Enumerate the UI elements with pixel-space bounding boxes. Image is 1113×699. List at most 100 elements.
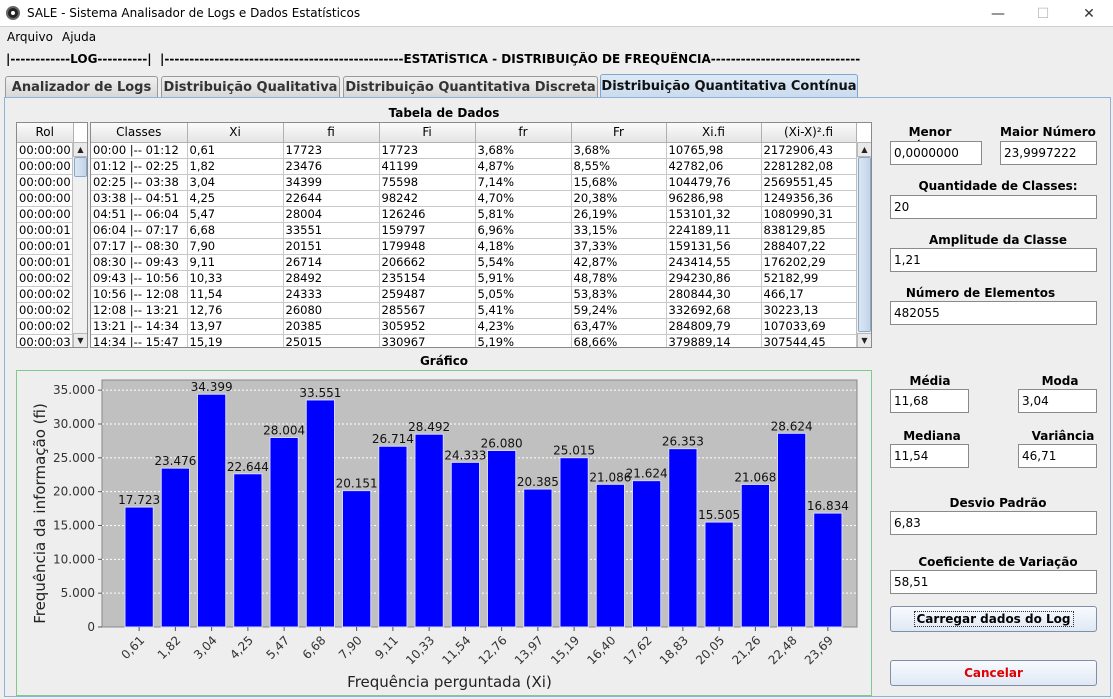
table-cell[interactable]: 98242 [379,190,476,207]
rol-cell[interactable]: 00:00:02 [17,270,74,287]
amplitude-field[interactable]: 1,21 [890,248,1097,272]
column-header[interactable]: Classes [91,123,188,143]
table-cell[interactable]: 08:30 |-- 09:43 [91,254,188,271]
table-cell[interactable]: 330967 [379,334,476,347]
table-cell[interactable]: 159797 [379,222,476,239]
table-cell[interactable]: 10765,98 [666,142,762,159]
table-cell[interactable]: 2569551,45 [761,174,857,191]
column-header[interactable]: (Xi-X)².fi [761,123,857,143]
table-cell[interactable]: 17723 [379,142,476,159]
column-header[interactable]: Fi [379,123,476,143]
tab-quantitativa-continua[interactable]: Distribuição Quantitativa Contínua [600,74,858,98]
table-row[interactable]: 14:34 |-- 15:47 15,19 25015 330967 5,19% 68,6… [91,334,857,347]
table-cell[interactable]: 4,87% [475,158,572,175]
rol-cell[interactable]: 00:00:02 [17,286,74,303]
table-cell[interactable]: 4,25 [187,190,284,207]
rol-row[interactable]: 00:00:02 [17,270,74,287]
table-cell[interactable]: 13,97 [187,318,284,335]
variancia-field[interactable]: 46,71 [1018,444,1097,468]
table-cell[interactable]: 1,82 [187,158,284,175]
table-cell[interactable]: 107033,69 [761,318,857,335]
rol-row[interactable]: 00:00:02 [17,286,74,303]
rol-cell[interactable]: 00:00:02 [17,318,74,335]
table-cell[interactable]: 15,68% [571,174,667,191]
scroll-down-icon[interactable]: ▼ [73,333,87,347]
table-cell[interactable]: 1080990,31 [761,206,857,223]
table-cell[interactable]: 12:08 |-- 13:21 [91,302,188,319]
table-cell[interactable]: 179948 [379,238,476,255]
table-row[interactable]: 00:00 |-- 01:12 0,61 17723 17723 3,68% 3,68% 1… [91,142,857,159]
rol-row[interactable]: 00:00:03 [17,334,74,347]
table-cell[interactable]: 4,23% [475,318,572,335]
table-cell[interactable]: 59,24% [571,302,667,319]
table-cell[interactable]: 5,47 [187,206,284,223]
table-cell[interactable]: 20,38% [571,190,667,207]
table-cell[interactable]: 09:43 |-- 10:56 [91,270,188,287]
table-cell[interactable]: 153101,32 [666,206,762,223]
table-row[interactable]: 04:51 |-- 06:04 5,47 28004 126246 5,81% 26,19… [91,206,857,223]
table-cell[interactable]: 10,33 [187,270,284,287]
table-cell[interactable]: 34399 [283,174,380,191]
table-row[interactable]: 06:04 |-- 07:17 6,68 33551 159797 6,96% 33,15… [91,222,857,239]
table-cell[interactable]: 4,70% [475,190,572,207]
table-cell[interactable]: 23476 [283,158,380,175]
rol-cell[interactable]: 00:00:00 [17,158,74,175]
rol-row[interactable]: 00:00:00 [17,190,74,207]
menor-field[interactable]: 0,0000000 [890,141,982,165]
table-cell[interactable]: 28492 [283,270,380,287]
table-cell[interactable]: 307544,45 [761,334,857,347]
table-cell[interactable]: 838129,85 [761,222,857,239]
rol-row[interactable]: 00:00:01 [17,238,74,255]
table-cell[interactable]: 01:12 |-- 02:25 [91,158,188,175]
table-row[interactable]: 01:12 |-- 02:25 1,82 23476 41199 4,87% 8,55% 4… [91,158,857,175]
table-cell[interactable]: 06:04 |-- 07:17 [91,222,188,239]
cancel-button[interactable]: Cancelar [890,660,1097,686]
scroll-thumb[interactable] [74,157,87,177]
desvio-field[interactable]: 6,83 [890,511,1097,535]
table-cell[interactable]: 42782,06 [666,158,762,175]
table-cell[interactable]: 07:17 |-- 08:30 [91,238,188,255]
table-cell[interactable]: 11,54 [187,286,284,303]
table-cell[interactable]: 04:51 |-- 06:04 [91,206,188,223]
scroll-down-icon[interactable]: ▼ [857,333,871,347]
table-cell[interactable]: 7,90 [187,238,284,255]
rol-row[interactable]: 00:00:02 [17,302,74,319]
table-cell[interactable]: 26080 [283,302,380,319]
table-cell[interactable]: 176202,29 [761,254,857,271]
table-cell[interactable]: 26,19% [571,206,667,223]
table-cell[interactable]: 5,91% [475,270,572,287]
table-cell[interactable]: 02:25 |-- 03:38 [91,174,188,191]
table-row[interactable]: 03:38 |-- 04:51 4,25 22644 98242 4,70% 20,38%… [91,190,857,207]
table-cell[interactable]: 224189,11 [666,222,762,239]
rol-cell[interactable]: 00:00:01 [17,254,74,271]
table-cell[interactable]: 37,33% [571,238,667,255]
table-cell[interactable]: 5,19% [475,334,572,347]
rol-table[interactable]: Rol 00:00:00 00:00:00 00:00:00 00:00:00 00:0… [16,122,88,348]
table-row[interactable]: 12:08 |-- 13:21 12,76 26080 285567 5,41% 59,2… [91,302,857,319]
table-cell[interactable]: 3,68% [571,142,667,159]
table-cell[interactable]: 03:38 |-- 04:51 [91,190,188,207]
rol-row[interactable]: 00:00:00 [17,174,74,191]
tab-distribuicao-qualitativa[interactable]: Distribuição Qualitativa [161,76,340,98]
menu-arquivo[interactable]: Arquivo [7,30,53,44]
table-row[interactable]: 10:56 |-- 12:08 11,54 24333 259487 5,05% 53,8… [91,286,857,303]
table-cell[interactable]: 3,68% [475,142,572,159]
table-cell[interactable]: 00:00 |-- 01:12 [91,142,188,159]
table-cell[interactable]: 22644 [283,190,380,207]
rol-row[interactable]: 00:00:00 [17,158,74,175]
table-cell[interactable]: 7,14% [475,174,572,191]
table-cell[interactable]: 5,81% [475,206,572,223]
table-cell[interactable]: 466,17 [761,286,857,303]
mediana-field[interactable]: 11,54 [890,444,969,468]
table-cell[interactable]: 259487 [379,286,476,303]
elementos-field[interactable]: 482055 [890,301,1097,325]
table-row[interactable]: 13:21 |-- 14:34 13,97 20385 305952 4,23% 63,4… [91,318,857,335]
rol-cell[interactable]: 00:00:01 [17,222,74,239]
table-cell[interactable]: 2281282,08 [761,158,857,175]
column-header[interactable]: Fr [571,123,667,143]
rol-cell[interactable]: 00:00:00 [17,174,74,191]
table-cell[interactable]: 235154 [379,270,476,287]
rol-row[interactable]: 00:00:00 [17,142,74,159]
maior-field[interactable]: 23,9997222 [1000,141,1097,165]
table-cell[interactable]: 63,47% [571,318,667,335]
